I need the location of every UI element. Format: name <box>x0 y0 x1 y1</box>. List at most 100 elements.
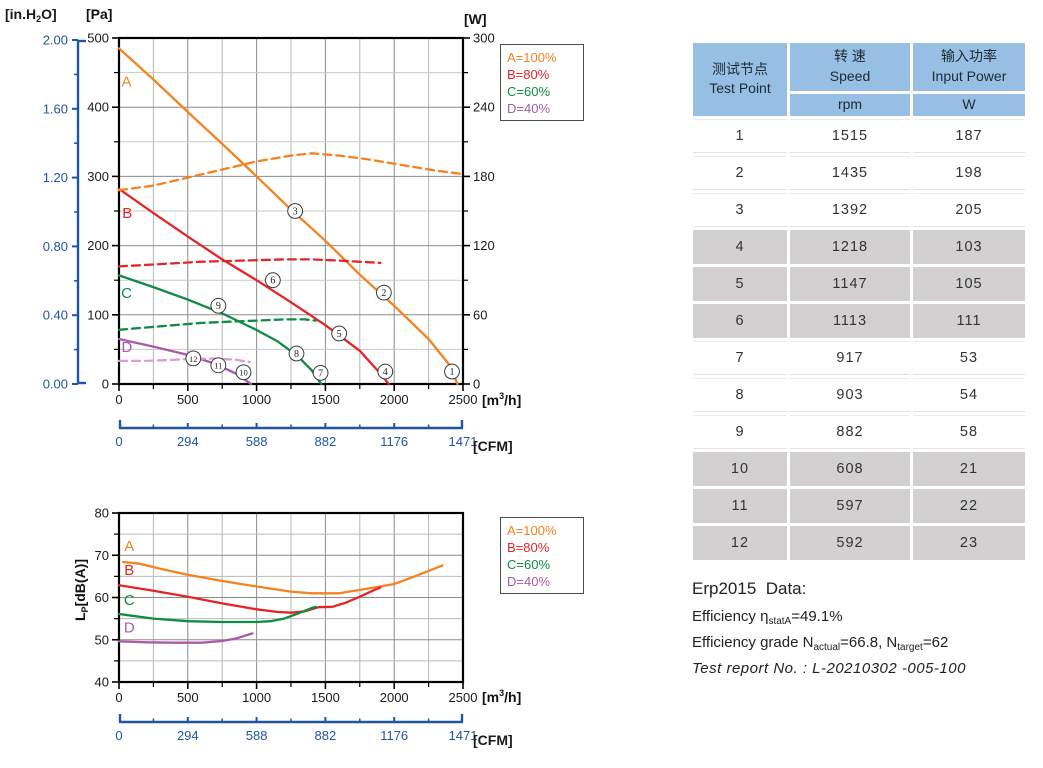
table-row: 5 1147 105 <box>693 266 1025 301</box>
svg-text:11: 11 <box>214 361 222 371</box>
header-speed: 转 速 Speed <box>790 43 910 91</box>
legend-item: C=60% <box>507 557 550 572</box>
svg-text:1000: 1000 <box>242 392 271 407</box>
svg-text:7: 7 <box>318 368 323 379</box>
pa-axis-label: [Pa] <box>86 6 113 22</box>
svg-text:D: D <box>124 620 135 637</box>
table-row: 10 608 21 <box>693 451 1025 486</box>
svg-text:1000: 1000 <box>242 690 271 705</box>
noise-D <box>117 632 254 644</box>
inh2o-axis: 2.00 1.60 1.20 0.80 0.40 0.00 <box>43 33 86 392</box>
svg-text:80: 80 <box>95 506 109 521</box>
curve-B-static-pressure <box>117 187 390 386</box>
table-row: 7 917 53 <box>693 340 1025 375</box>
erp-data-block: Erp2015 Data: Efficiency ηstatA=49.1% Ef… <box>692 579 1030 677</box>
svg-text:2500: 2500 <box>449 392 478 407</box>
legend-item: A=100% <box>507 523 557 538</box>
svg-text:3: 3 <box>293 206 298 217</box>
y-axis-left: 80 70 60 50 40 <box>95 506 118 690</box>
right-column: 测试节点 Test Point 转 速 Speed 输入功率 Input Pow… <box>690 40 1030 677</box>
y-axis-right-watts: 300 240 180 120 60 0 <box>464 31 495 392</box>
grid <box>119 513 463 682</box>
svg-text:882: 882 <box>315 434 337 449</box>
svg-text:A: A <box>122 73 132 90</box>
pressure-power-chart: 0 500 1000 1500 2000 250050040030020010003002… <box>43 31 495 450</box>
curve-B-input-power <box>117 258 382 268</box>
svg-text:882: 882 <box>315 728 337 743</box>
svg-text:60: 60 <box>473 307 487 322</box>
svg-text:2500: 2500 <box>449 690 478 705</box>
inh2o-axis-label: [in.H2O] <box>5 6 57 24</box>
table-row: 9 882 58 <box>693 414 1025 449</box>
svg-text:588: 588 <box>246 434 268 449</box>
curve-C-static-pressure <box>117 274 323 386</box>
table-row: 3 1392 205 <box>693 192 1025 227</box>
table-row: 6 1113 111 <box>693 303 1025 338</box>
table-row: 2 1435 198 <box>693 155 1025 190</box>
svg-text:500: 500 <box>87 31 109 46</box>
svg-text:0: 0 <box>102 377 109 392</box>
legend-item: D=40% <box>507 101 550 116</box>
svg-text:100: 100 <box>87 307 109 322</box>
svg-text:10: 10 <box>239 368 248 378</box>
svg-text:1176: 1176 <box>380 728 408 743</box>
table-row: 1 1515 187 <box>693 118 1025 153</box>
erp-report-number: Test report No. : L-20210302 -005-100 <box>692 659 966 677</box>
cfm-axis: 0 294 588 882 1176 1471 <box>115 420 477 449</box>
table-row: 11 597 22 <box>693 488 1025 523</box>
svg-text:1500: 1500 <box>311 392 340 407</box>
svg-text:2: 2 <box>381 288 386 299</box>
svg-text:300: 300 <box>473 31 495 46</box>
svg-text:0: 0 <box>473 377 480 392</box>
noise-chart-legend: A=100% B=80% C=60% D=40% <box>500 517 584 594</box>
svg-text:0: 0 <box>115 434 122 449</box>
svg-text:0: 0 <box>115 690 122 705</box>
w-axis-label: [W] <box>464 11 487 27</box>
header-power-unit: W <box>913 94 1025 116</box>
svg-text:B: B <box>122 205 132 222</box>
header-test-point: 测试节点 Test Point <box>693 43 787 116</box>
svg-text:6: 6 <box>270 276 275 287</box>
curve-A-static-pressure <box>117 47 459 386</box>
svg-text:400: 400 <box>87 100 109 115</box>
svg-text:120: 120 <box>473 238 495 253</box>
svg-text:A: A <box>124 538 134 555</box>
svg-text:294: 294 <box>177 728 199 743</box>
svg-text:0.80: 0.80 <box>43 239 68 254</box>
x-axis: 0 500 1000 1500 2000 2500 <box>115 385 477 407</box>
svg-text:500: 500 <box>177 392 199 407</box>
svg-text:2000: 2000 <box>380 690 409 705</box>
svg-text:60: 60 <box>95 590 109 605</box>
curve-D-input-power <box>117 357 251 364</box>
noise-A <box>121 560 444 595</box>
svg-text:5: 5 <box>337 329 342 340</box>
erp-grade-line: Efficiency grade Nactual=66.8, Ntarget=6… <box>692 633 949 653</box>
svg-text:200: 200 <box>87 238 109 253</box>
legend-item: A=100% <box>507 50 557 65</box>
curve-C-input-power <box>117 318 317 331</box>
svg-text:C: C <box>124 592 135 609</box>
legend-item: C=60% <box>507 84 550 99</box>
svg-text:300: 300 <box>87 169 109 184</box>
svg-text:1176: 1176 <box>380 434 408 449</box>
svg-text:4: 4 <box>383 367 388 378</box>
svg-text:588: 588 <box>246 728 268 743</box>
noise-chart: 0 500 1000 1500 2000 2500 80 70 60 50 40 0 294 588 882… <box>95 506 478 744</box>
svg-text:0: 0 <box>115 392 122 407</box>
svg-text:B: B <box>124 562 134 579</box>
charts-canvas: 0 500 1000 1500 2000 250050040030020010003002… <box>43 31 495 744</box>
svg-text:8: 8 <box>294 349 299 360</box>
svg-text:1.20: 1.20 <box>43 170 68 185</box>
cfm-axis-label-bottom: [CFM] <box>473 732 513 748</box>
svg-text:2000: 2000 <box>380 392 409 407</box>
svg-text:9: 9 <box>216 301 221 312</box>
header-speed-unit: rpm <box>790 94 910 116</box>
svg-text:50: 50 <box>95 632 109 647</box>
curve-A-input-power <box>117 152 465 192</box>
cfm-axis-label-top: [CFM] <box>473 438 513 454</box>
svg-text:1471: 1471 <box>449 728 478 743</box>
y-axis-left: 500 400 300 200 100 0 <box>87 31 118 392</box>
svg-text:0.40: 0.40 <box>43 308 68 323</box>
